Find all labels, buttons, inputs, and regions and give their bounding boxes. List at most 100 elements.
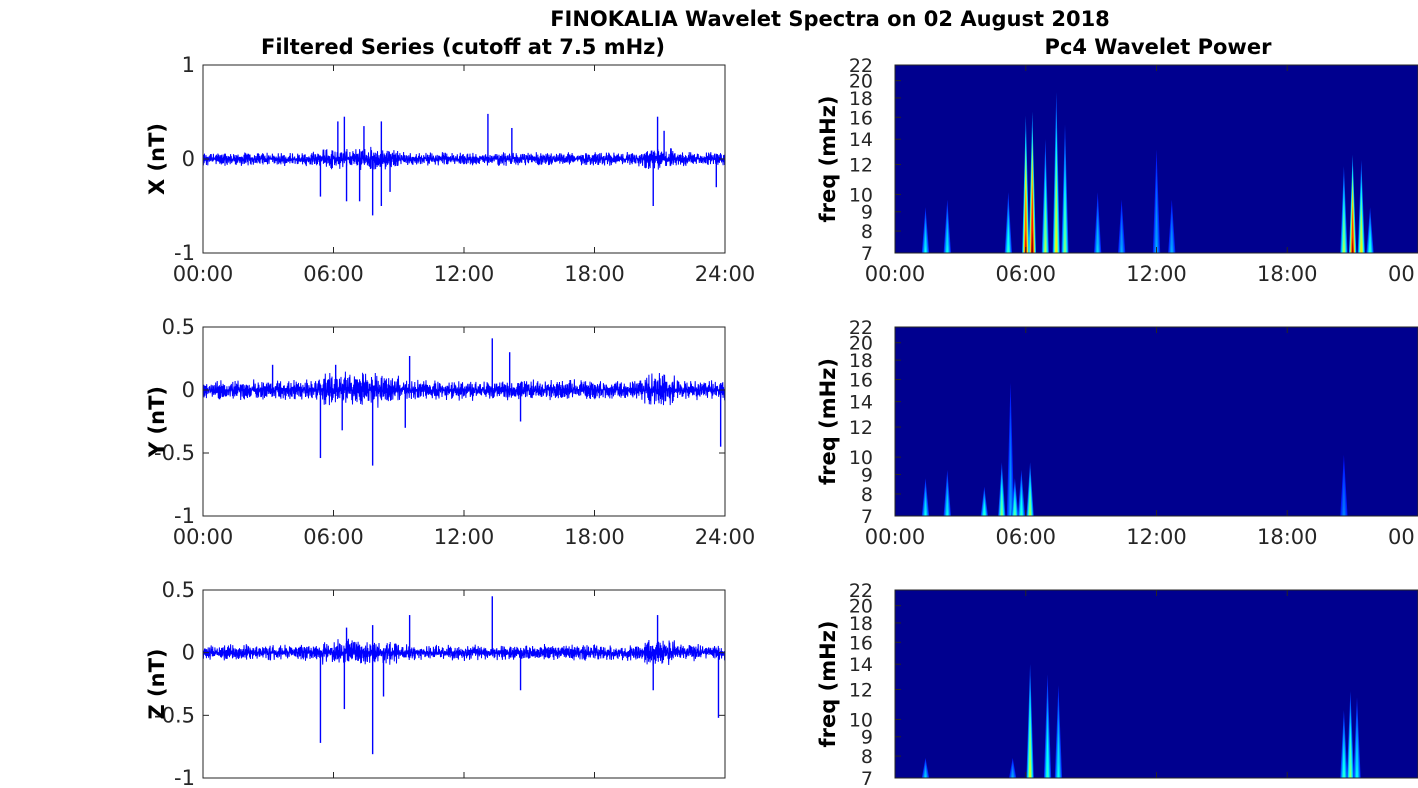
y-tick-label: 8 bbox=[861, 484, 873, 506]
wavelet-burst bbox=[946, 244, 948, 253]
wavelet-burst bbox=[1349, 763, 1352, 778]
series-trace-z bbox=[202, 638, 726, 666]
axes-background bbox=[203, 327, 725, 516]
wavelet-burst bbox=[1029, 759, 1031, 778]
wavelet-burst bbox=[1057, 762, 1060, 778]
wavelet-burst bbox=[1120, 244, 1123, 253]
heatmap-background bbox=[895, 590, 1418, 778]
y-tick-label: -1 bbox=[174, 241, 195, 265]
wavelet-burst bbox=[1351, 205, 1354, 253]
x-tick-label: 18:00 bbox=[1257, 262, 1318, 286]
x-tick-label: 06:00 bbox=[303, 262, 364, 286]
wavelet-burst bbox=[1044, 197, 1047, 253]
y-tick-label: 22 bbox=[849, 580, 873, 602]
y-tick-label: 0.5 bbox=[162, 578, 195, 602]
wavelet-burst bbox=[1360, 237, 1363, 253]
wavelet-burst bbox=[1011, 774, 1014, 778]
y-tick-label: 20 bbox=[849, 596, 873, 618]
y-axis-label: freq (mHz) bbox=[816, 358, 840, 485]
y-tick-label: 22 bbox=[849, 55, 873, 77]
y-tick-label: 14 bbox=[849, 392, 873, 414]
y-axis-label: X (nT) bbox=[145, 123, 169, 195]
wavelet-burst bbox=[1171, 244, 1173, 253]
y-axis-label: freq (mHz) bbox=[816, 96, 840, 223]
left-column-title: Filtered Series (cutoff at 7.5 mHz) bbox=[261, 35, 665, 59]
x-tick-label: 12:00 bbox=[1126, 262, 1187, 286]
y-tick-label: 14 bbox=[849, 654, 873, 676]
wavelet-burst bbox=[924, 497, 927, 516]
wavelet-burst bbox=[1001, 507, 1003, 516]
y-tick-label: -1 bbox=[174, 504, 195, 528]
wavelet-burst bbox=[1031, 229, 1033, 253]
x-tick-label: 12:00 bbox=[434, 262, 495, 286]
y-tick-label: 18 bbox=[849, 350, 873, 372]
x-tick-label: 06:00 bbox=[995, 525, 1056, 549]
wavelet-burst bbox=[1063, 191, 1067, 253]
series-trace-y bbox=[202, 371, 726, 408]
wavelet-burst bbox=[924, 774, 927, 778]
y-tick-label: 16 bbox=[849, 370, 873, 392]
y-axis-label: Z (nT) bbox=[145, 648, 169, 719]
wavelet-burst bbox=[1356, 764, 1358, 778]
wavelet-burst bbox=[1369, 245, 1371, 253]
wavelet-burst bbox=[1013, 497, 1017, 516]
wavelet-burst bbox=[1024, 186, 1028, 253]
wavelet-burst bbox=[1007, 223, 1010, 253]
wavelet-burst bbox=[1009, 451, 1012, 516]
wavelet-burst bbox=[1155, 202, 1158, 253]
wavelet-burst bbox=[1020, 508, 1023, 516]
x-tick-label: 18:00 bbox=[1257, 525, 1318, 549]
y-tick-label: 0 bbox=[182, 378, 195, 402]
y-tick-label: 10 bbox=[849, 709, 873, 731]
wavelet-burst bbox=[1349, 736, 1352, 778]
wavelet-burst bbox=[1351, 236, 1354, 253]
wavelet-burst bbox=[1057, 733, 1060, 778]
wavelet-burst bbox=[946, 508, 948, 516]
wavelet-burst bbox=[1044, 234, 1047, 253]
wavelet-burst bbox=[1046, 727, 1049, 778]
wavelet-burst bbox=[1007, 243, 1010, 253]
wavelet-burst bbox=[924, 768, 927, 778]
wavelet-burst bbox=[1020, 493, 1023, 516]
x-tick-label: 06:00 bbox=[303, 525, 364, 549]
wavelet-burst bbox=[1170, 227, 1174, 253]
wavelet-burst bbox=[1014, 509, 1016, 516]
y-tick-label: 16 bbox=[849, 107, 873, 129]
y-tick-label: 18 bbox=[849, 613, 873, 635]
y-tick-label: 1 bbox=[182, 53, 195, 77]
wavelet-burst bbox=[1343, 506, 1345, 516]
wavelet-burst bbox=[983, 501, 986, 516]
x-tick-label: 00:00 bbox=[865, 262, 926, 286]
y-tick-label: -1 bbox=[174, 766, 195, 788]
x-tick-label: 12:00 bbox=[1126, 525, 1187, 549]
wavelet-burst bbox=[1343, 766, 1345, 778]
wavelet-burst bbox=[1342, 486, 1346, 516]
y-tick-label: 20 bbox=[849, 71, 873, 93]
y-tick-label: 12 bbox=[849, 417, 873, 439]
y-tick-label: 12 bbox=[849, 680, 873, 702]
wavelet-burst bbox=[1046, 760, 1049, 778]
x-tick-label: 18:00 bbox=[564, 525, 625, 549]
y-tick-label: 8 bbox=[861, 746, 873, 768]
wavelet-burst bbox=[1000, 490, 1004, 516]
wavelet-burst bbox=[1355, 739, 1359, 778]
x-tick-label: 06:00 bbox=[995, 262, 1056, 286]
series-panel-z: -1 -0.5 0 0.5 Z (nT) bbox=[145, 578, 726, 788]
y-tick-label: 9 bbox=[861, 202, 873, 224]
wavelet-burst bbox=[1028, 490, 1032, 516]
wavelet-burst bbox=[1120, 227, 1123, 253]
wavelet-burst bbox=[1031, 184, 1034, 253]
y-tick-label: 20 bbox=[849, 333, 873, 355]
y-tick-label: 16 bbox=[849, 632, 873, 654]
wavelet-burst bbox=[946, 227, 949, 253]
wavelet-burst bbox=[1054, 175, 1058, 253]
wavelet-burst bbox=[1028, 722, 1032, 778]
series-panel-x: -1 0 1 00:00 06:00 12:00 18:00 24:00 X (nT) bbox=[145, 53, 755, 286]
wavelet-burst bbox=[1342, 211, 1346, 253]
wavelet-burst bbox=[1029, 507, 1031, 516]
y-tick-label: 22 bbox=[849, 317, 873, 339]
